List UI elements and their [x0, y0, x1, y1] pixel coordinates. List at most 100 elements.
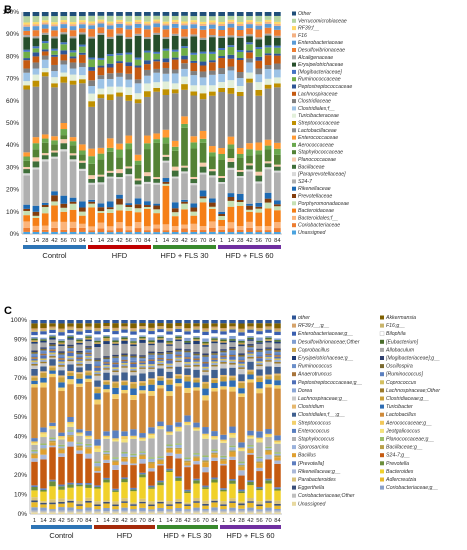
- legend-swatch: [292, 113, 296, 118]
- bar-segment: [85, 352, 92, 355]
- bar-segment: [209, 85, 216, 92]
- bar-segment: [134, 232, 142, 234]
- bar-segment: [255, 150, 263, 155]
- bar-segment: [157, 460, 164, 464]
- bar-segment: [255, 56, 263, 61]
- bar-segment: [85, 354, 92, 356]
- bar-segment: [211, 333, 218, 337]
- bar-segment: [31, 438, 38, 442]
- bar-segment: [85, 445, 92, 448]
- bar-segment: [88, 25, 95, 30]
- bar-segment: [121, 367, 128, 373]
- bar-segment: [148, 471, 155, 486]
- bar-segment: [265, 326, 272, 329]
- bar-segment: [76, 372, 83, 374]
- bar-segment: [144, 50, 151, 53]
- bar-segment: [274, 338, 281, 341]
- bar-segment: [130, 504, 137, 506]
- bar-segment: [58, 387, 65, 392]
- x-tick-label: 70: [135, 238, 141, 244]
- bar-segment: [220, 357, 227, 359]
- legend-label: RF39;f__;g__: [298, 323, 330, 329]
- bar-segment: [274, 340, 281, 342]
- bar-segment: [171, 146, 179, 151]
- bar-segment: [274, 388, 281, 436]
- bar-segment: [256, 331, 263, 335]
- bar-segment: [162, 154, 170, 157]
- bar-segment: [220, 339, 227, 342]
- bar-segment: [23, 152, 30, 157]
- bar-segment: [227, 93, 235, 137]
- bar-segment: [67, 323, 74, 327]
- bar-segment: [256, 329, 263, 332]
- bar-segment: [229, 327, 236, 330]
- bar-segment: [274, 442, 281, 444]
- bar-segment: [265, 320, 272, 324]
- legend-swatch: [292, 420, 296, 425]
- legend-label: Verrucomicrobiaceae: [298, 18, 347, 24]
- bar-segment: [175, 375, 182, 379]
- bar-segment: [264, 163, 272, 168]
- bar-segment: [238, 328, 245, 331]
- x-tick-label: 84: [79, 238, 86, 244]
- bar-segment: [40, 340, 47, 343]
- bar-segment: [236, 172, 244, 176]
- bar-segment: [157, 480, 164, 483]
- bar-segment: [157, 503, 164, 508]
- x-tick-label: 1: [25, 238, 28, 244]
- bar-segment: [256, 486, 263, 489]
- bar-segment: [79, 62, 86, 67]
- bar-segment: [121, 327, 128, 330]
- bar-segment: [265, 342, 272, 348]
- bar-segment: [94, 370, 101, 373]
- bar-segment: [144, 172, 151, 177]
- bar-segment: [264, 149, 272, 162]
- bar-segment: [175, 501, 182, 504]
- bar-segment: [171, 49, 179, 52]
- bar-segment: [211, 477, 218, 480]
- bar-segment: [97, 98, 105, 148]
- bar-segment: [255, 89, 263, 96]
- bar-segment: [220, 489, 227, 492]
- bar-segment: [85, 484, 92, 488]
- bar-segment: [31, 380, 38, 385]
- bar-segment: [112, 510, 119, 513]
- y-tick-label: 50%: [14, 414, 27, 421]
- bar-segment: [76, 339, 83, 342]
- bar-segment: [60, 64, 68, 73]
- bar-segment: [116, 55, 123, 62]
- bar-segment: [202, 487, 209, 489]
- legend-label: [Ruminococcus]: [385, 372, 423, 378]
- bar-segment: [116, 27, 123, 34]
- bar-segment: [58, 456, 65, 485]
- bar-segment: [175, 326, 182, 328]
- bar-segment: [40, 339, 47, 341]
- bar-segment: [116, 157, 123, 170]
- bar-segment: [49, 512, 56, 514]
- bar-segment: [181, 171, 188, 174]
- bar-segment: [116, 228, 123, 233]
- bar-segment: [157, 353, 164, 355]
- bar-segment: [103, 327, 110, 330]
- bar-segment: [190, 185, 198, 204]
- bar-segment: [31, 451, 38, 454]
- bar-segment: [112, 441, 119, 458]
- bar-segment: [23, 16, 30, 23]
- bar-segment: [69, 203, 77, 210]
- bar-segment: [103, 482, 110, 501]
- bar-segment: [148, 435, 155, 439]
- bar-segment: [139, 439, 146, 441]
- bar-segment: [265, 323, 272, 327]
- bar-segment: [265, 478, 272, 481]
- bar-segment: [247, 347, 254, 349]
- group-band: [31, 525, 92, 529]
- bar-segment: [193, 478, 200, 481]
- bar-segment: [166, 337, 173, 342]
- bar-segment: [134, 23, 142, 28]
- bar-segment: [121, 393, 128, 432]
- bar-segment: [256, 456, 263, 459]
- bar-segment: [116, 21, 123, 24]
- bar-segment: [134, 93, 142, 100]
- bar-segment: [32, 74, 40, 81]
- panel-letter-c: C: [4, 305, 12, 317]
